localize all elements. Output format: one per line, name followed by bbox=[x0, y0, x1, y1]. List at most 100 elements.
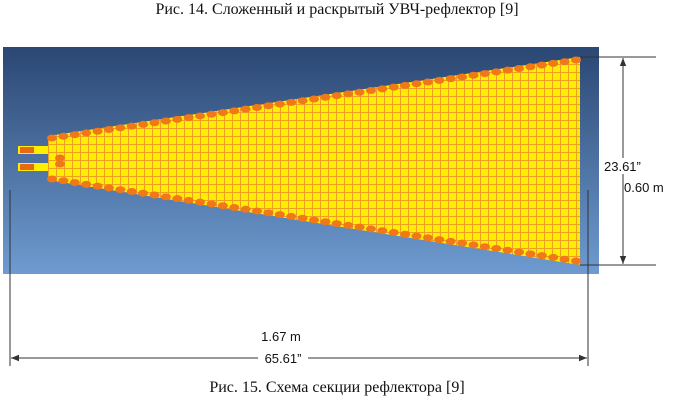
bead bbox=[195, 198, 206, 206]
bead bbox=[115, 186, 126, 194]
bead bbox=[81, 129, 92, 137]
bead bbox=[55, 154, 65, 162]
bead bbox=[354, 88, 365, 96]
bead bbox=[58, 177, 69, 185]
bead bbox=[468, 241, 479, 249]
bead bbox=[286, 212, 297, 220]
bead bbox=[229, 204, 240, 212]
bead bbox=[514, 248, 525, 256]
bead bbox=[183, 114, 194, 122]
bead bbox=[422, 78, 433, 86]
bead bbox=[103, 126, 114, 134]
bead bbox=[58, 132, 69, 140]
bead bbox=[206, 200, 217, 208]
bead bbox=[491, 245, 502, 253]
bead bbox=[103, 184, 114, 192]
bead bbox=[229, 107, 240, 115]
bead bbox=[548, 253, 559, 261]
bead bbox=[388, 83, 399, 91]
feed-tip bbox=[20, 147, 34, 153]
bead bbox=[183, 196, 194, 204]
bead bbox=[514, 64, 525, 72]
bead bbox=[115, 124, 126, 132]
bead bbox=[309, 95, 319, 103]
bead bbox=[320, 93, 331, 101]
bead bbox=[47, 175, 57, 183]
reflector-mesh bbox=[48, 57, 580, 265]
bead bbox=[160, 117, 171, 125]
bead bbox=[354, 223, 365, 231]
bead bbox=[149, 119, 160, 127]
bead bbox=[172, 195, 183, 203]
bead bbox=[400, 230, 411, 238]
label-bg bbox=[600, 158, 646, 174]
bead bbox=[479, 243, 490, 251]
length-inches: 65.61” bbox=[265, 351, 302, 366]
bead bbox=[548, 59, 559, 67]
bead bbox=[92, 182, 103, 190]
bead bbox=[297, 214, 308, 222]
bead bbox=[434, 76, 445, 84]
bead bbox=[195, 112, 206, 120]
bead bbox=[343, 221, 354, 229]
bead bbox=[525, 250, 536, 258]
bead bbox=[536, 61, 547, 69]
height-inches: 23.61” bbox=[604, 159, 641, 174]
bead bbox=[400, 81, 411, 89]
bead bbox=[331, 220, 342, 228]
bead bbox=[206, 110, 217, 118]
bead bbox=[434, 236, 445, 244]
bead bbox=[559, 58, 570, 66]
bead bbox=[172, 115, 183, 123]
bead bbox=[240, 105, 251, 113]
bead bbox=[274, 211, 285, 219]
bead bbox=[149, 191, 160, 199]
bead bbox=[479, 70, 490, 78]
bead bbox=[138, 120, 149, 128]
height-meters: 0.60 m bbox=[624, 180, 664, 195]
bead bbox=[331, 92, 342, 100]
bead bbox=[571, 257, 581, 265]
label-bg bbox=[258, 350, 308, 366]
feed-tip bbox=[20, 164, 34, 170]
bead bbox=[81, 180, 92, 188]
bead bbox=[525, 63, 536, 71]
bead bbox=[126, 187, 137, 195]
bead bbox=[536, 252, 547, 260]
bead bbox=[69, 179, 80, 187]
bead bbox=[160, 193, 171, 201]
bead bbox=[571, 56, 581, 64]
bead bbox=[47, 134, 57, 142]
bead bbox=[388, 228, 399, 236]
bead bbox=[365, 87, 376, 95]
edge-beads bbox=[47, 56, 581, 265]
bead bbox=[457, 239, 468, 247]
bead bbox=[297, 97, 308, 105]
bead bbox=[138, 189, 149, 197]
bead bbox=[343, 90, 354, 98]
bead bbox=[365, 225, 376, 233]
top-caption: Рис. 14. Сложенный и раскрытый УВЧ-рефле… bbox=[155, 1, 518, 18]
bead bbox=[422, 234, 433, 242]
bead bbox=[559, 255, 570, 263]
bead bbox=[468, 71, 479, 79]
bead bbox=[252, 103, 263, 111]
bead bbox=[377, 227, 388, 235]
bead bbox=[263, 209, 274, 217]
bead bbox=[377, 85, 388, 93]
bead bbox=[411, 232, 422, 240]
length-meters: 1.67 m bbox=[261, 329, 301, 344]
bead bbox=[263, 102, 274, 110]
bead bbox=[491, 68, 502, 76]
bead bbox=[502, 66, 513, 74]
bead bbox=[126, 122, 137, 130]
bead bbox=[274, 100, 285, 108]
bead bbox=[55, 160, 65, 168]
bead bbox=[217, 109, 228, 117]
bead bbox=[92, 127, 103, 135]
bead bbox=[286, 98, 297, 106]
bead bbox=[411, 80, 422, 88]
bead bbox=[445, 75, 456, 83]
